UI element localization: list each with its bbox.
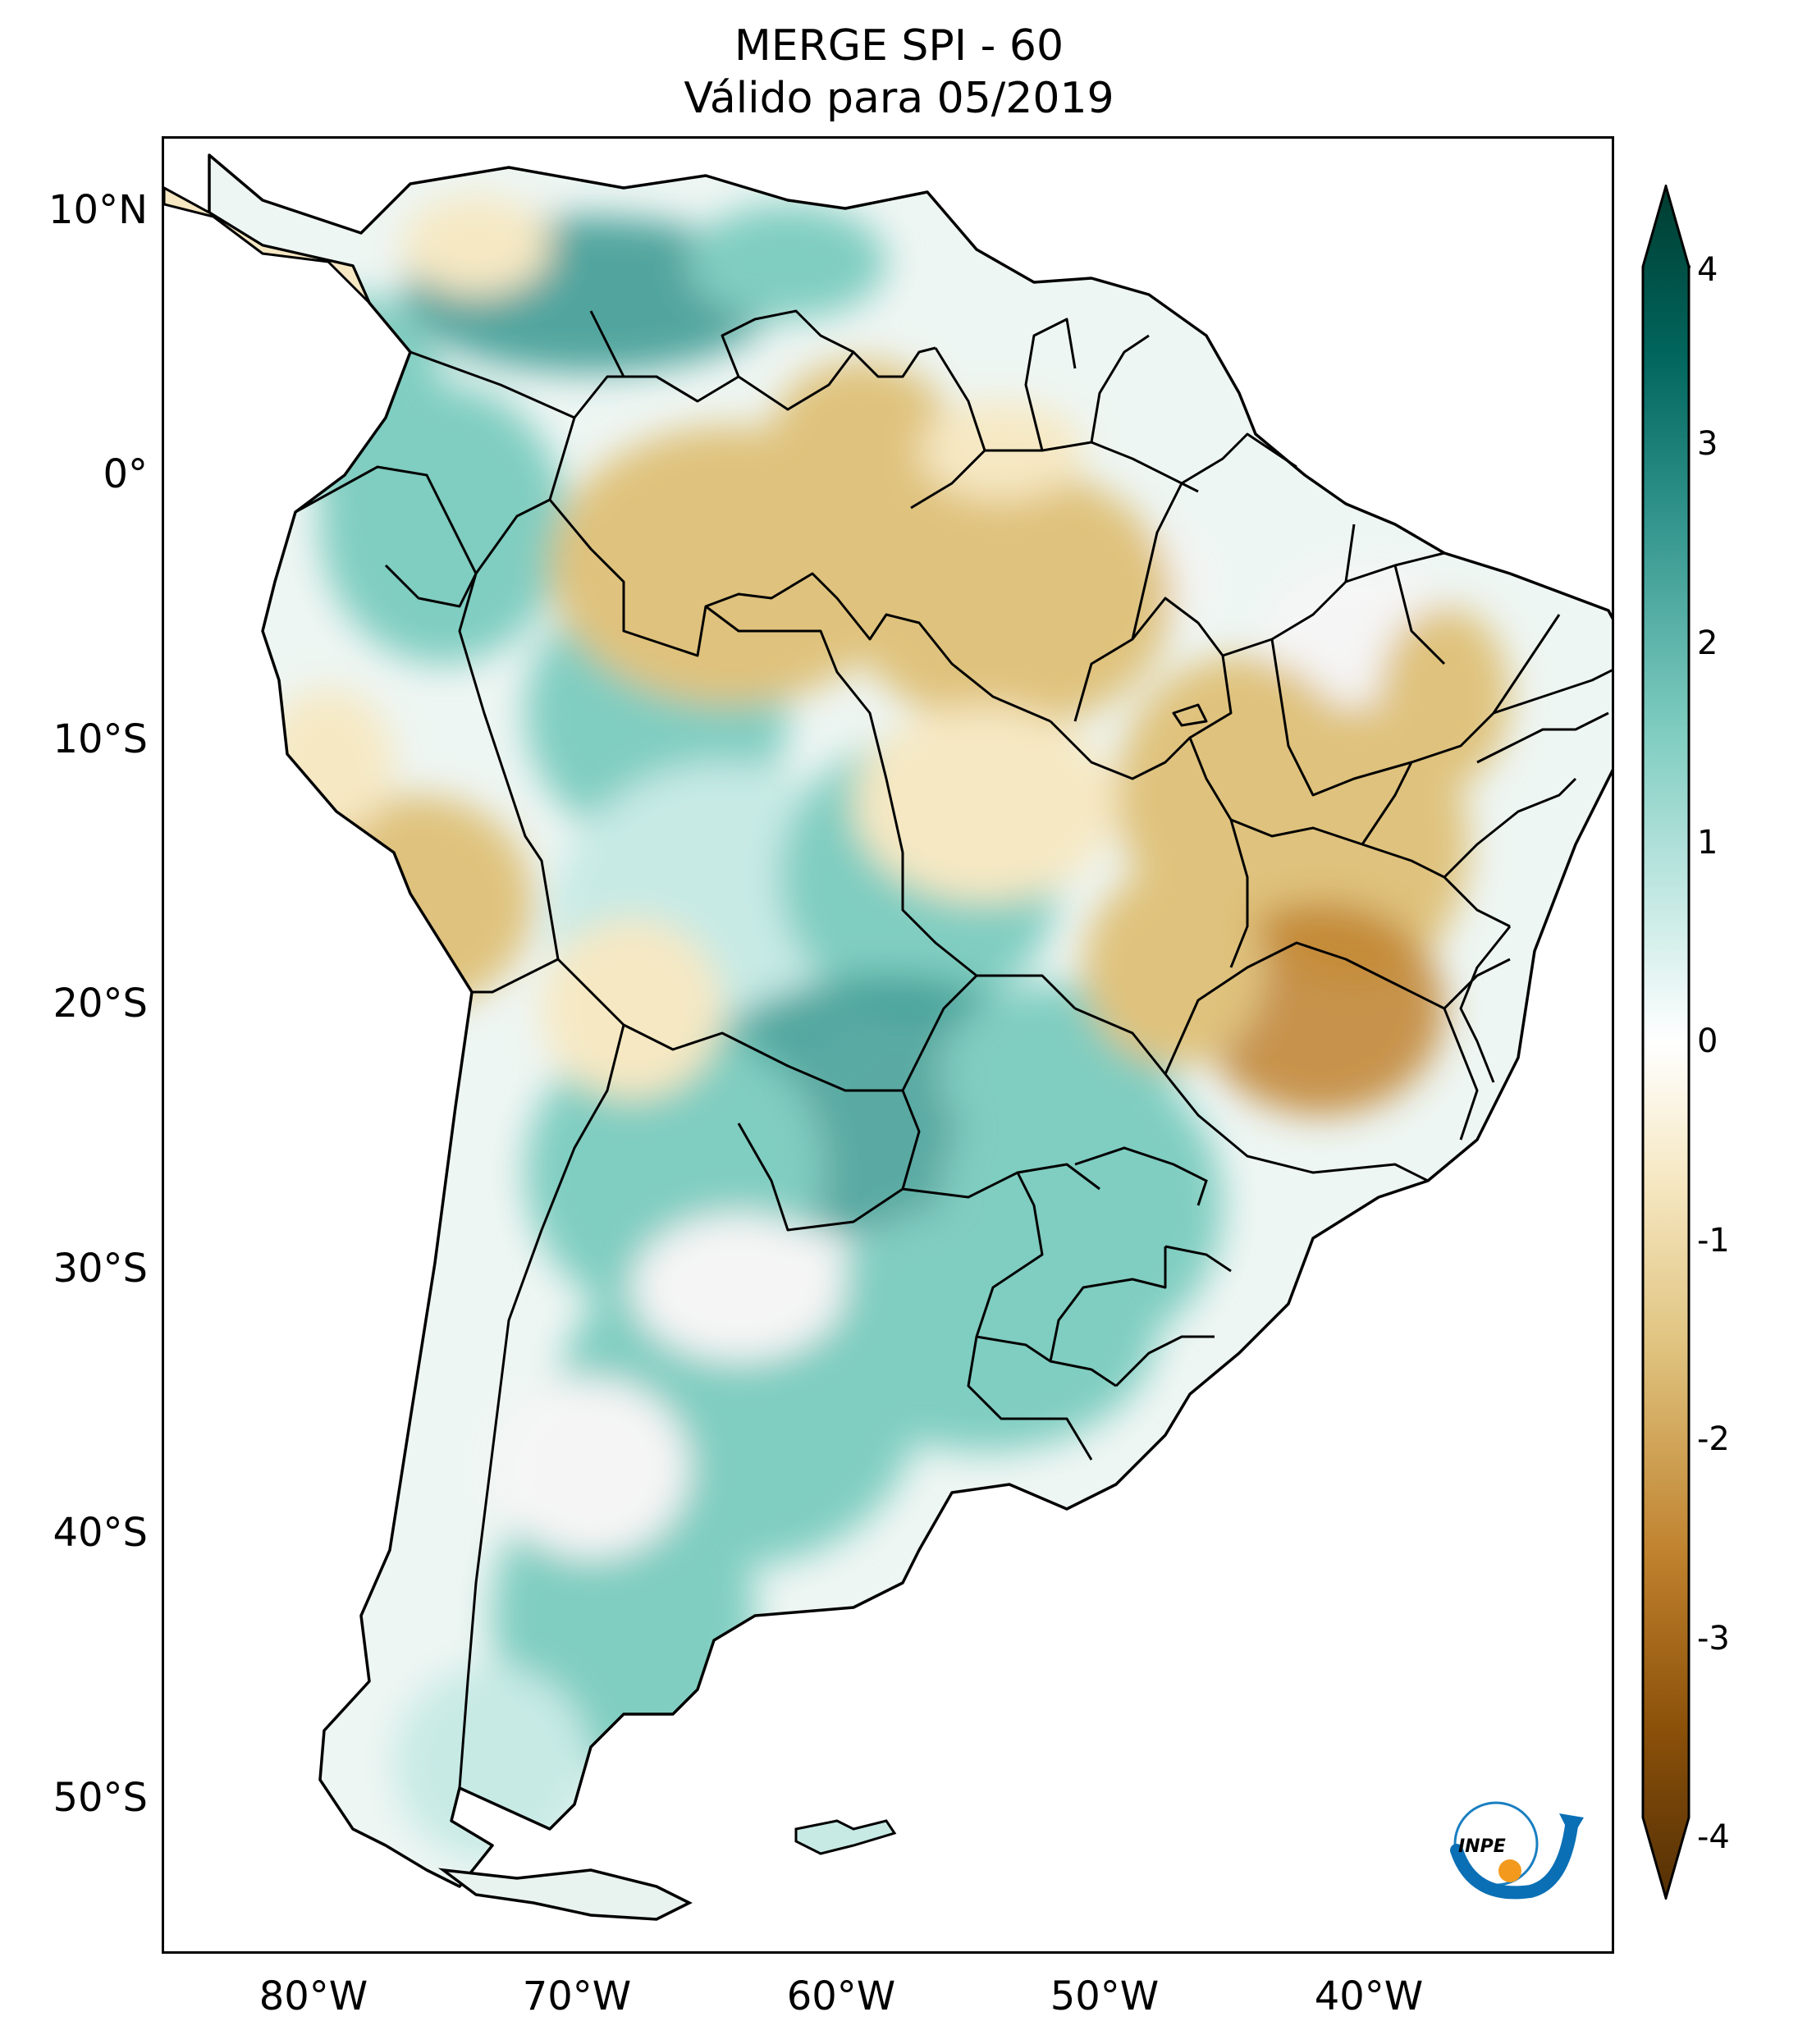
central-america [164,186,371,304]
coastline [208,153,1612,1888]
inpe-logo: INPE [1450,1801,1584,1900]
colorbar-tick-0: 0 [1697,1022,1718,1060]
lat-label-10s: 10°S [53,716,148,762]
colorbar-tick-2: 2 [1697,624,1718,662]
colorbar-tick-1: 1 [1697,824,1718,862]
lon-label-70w: 70°W [522,1973,632,2019]
map-panel [162,136,1614,1954]
map-title: MERGE SPI - 60 [734,21,1064,71]
lat-label-40s: 40°S [53,1510,148,1556]
colorbar-tick-neg3: -3 [1697,1620,1730,1658]
colorbar-tick-3: 3 [1697,425,1718,463]
colorbar-bar [1641,185,1690,1900]
political-borders [295,309,1612,1789]
lat-label-30s: 30°S [53,1246,148,1292]
south-america-map [164,153,1612,1921]
lon-label-80w: 80°W [258,1973,368,2019]
lon-label-40w: 40°W [1314,1973,1424,2019]
lat-label-20s: 20°S [53,981,148,1027]
colorbar-tick-neg2: -2 [1697,1420,1730,1458]
colorbar-tick-neg4: -4 [1697,1818,1730,1856]
spi-colorbar [1641,185,1690,1900]
svg-text:INPE: INPE [1458,1836,1506,1857]
lat-label-0: 0° [103,451,148,497]
lat-label-50s: 50°S [53,1775,148,1821]
lon-label-60w: 60°W [786,1973,896,2019]
map-subtitle: Válido para 05/2019 [684,74,1114,123]
colorbar-tick-4: 4 [1697,251,1718,289]
lon-label-50w: 50°W [1050,1973,1160,2019]
colorbar-tick-neg1: -1 [1697,1222,1730,1260]
tierra-del-fuego [437,1868,693,1921]
lat-label-10n: 10°N [48,187,148,233]
state-borders-south [1074,1146,1232,1388]
falkland-islands [794,1819,897,1855]
spi-field [209,155,1612,1886]
